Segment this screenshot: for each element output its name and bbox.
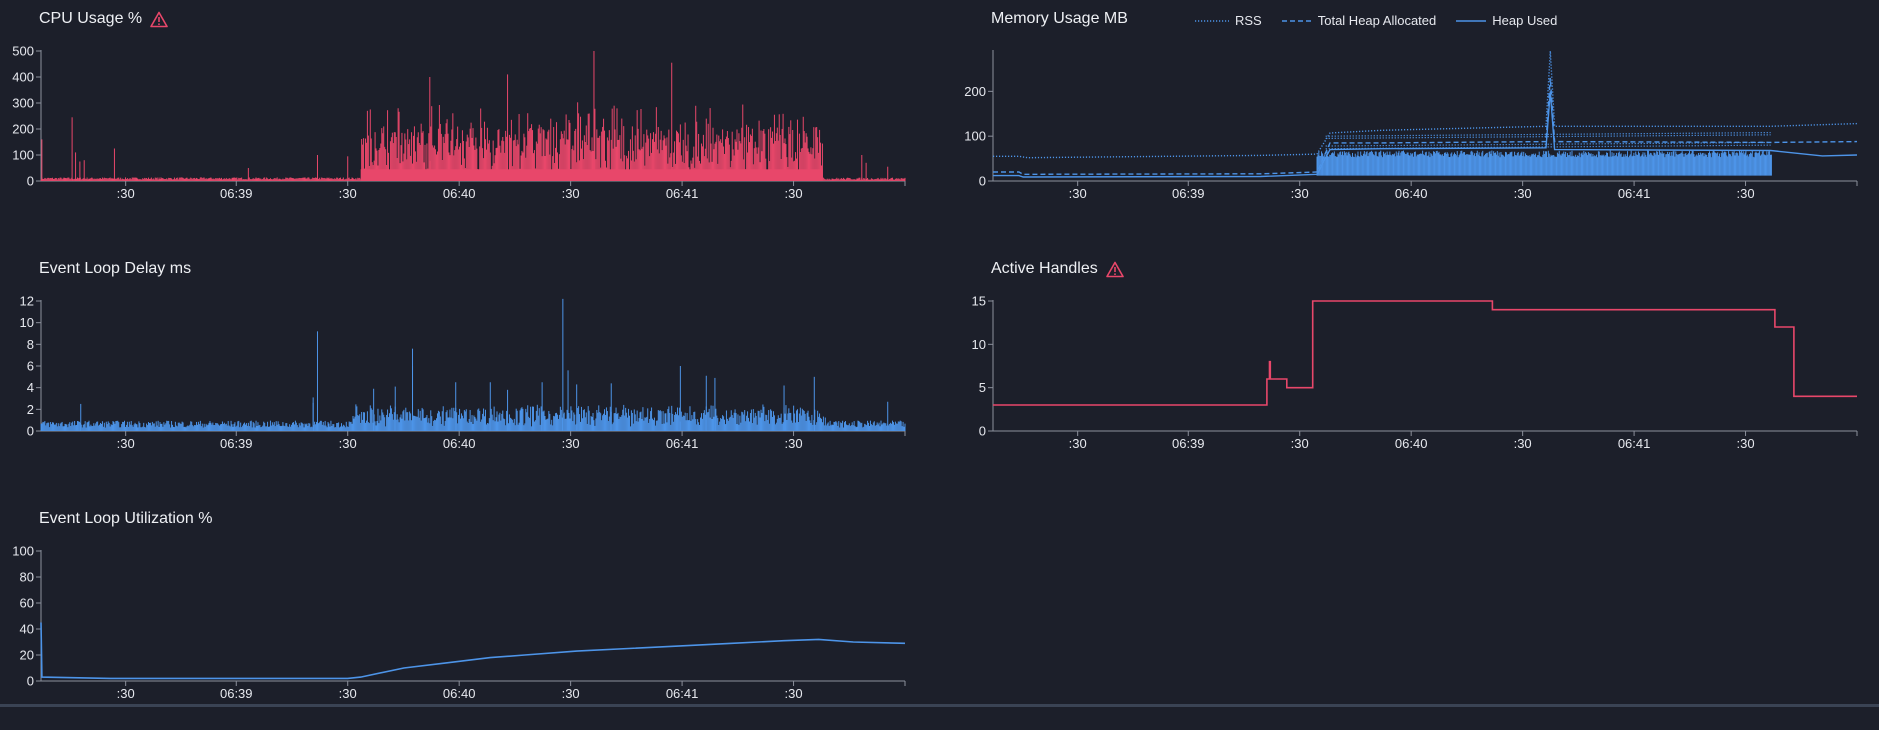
x-tick-label: 06:41 (1618, 186, 1651, 201)
elu-line (41, 623, 905, 679)
legend-heap-used-label: Heap Used (1492, 13, 1557, 28)
cpu-bars (41, 51, 905, 181)
y-tick-label: 12 (20, 294, 34, 309)
x-tick-label: 06:41 (666, 686, 699, 701)
legend-total-heap-label: Total Heap Allocated (1318, 13, 1437, 28)
active-handles-title-text: Active Handles (991, 260, 1098, 278)
y-tick-label: 40 (20, 622, 34, 637)
warning-triangle-icon[interactable] (1106, 261, 1124, 278)
y-tick-label: 60 (20, 596, 34, 611)
x-tick-label: :30 (117, 686, 135, 701)
x-tick-label: :30 (1737, 186, 1755, 201)
y-tick-label: 0 (979, 424, 986, 439)
x-tick-label: :30 (785, 186, 803, 201)
cpu-usage-chart: 0 100 200 300 400 500 :30 06:39 :30 06:40 :30 06:41… (0, 40, 910, 230)
legend-rss-label: RSS (1235, 13, 1262, 28)
y-tick-label: 4 (27, 380, 34, 395)
x-tick-label: :30 (562, 436, 580, 451)
x-tick-label: :30 (1514, 186, 1532, 201)
event-loop-utilization-title: Event Loop Utilization % (39, 510, 212, 528)
y-tick-label: 0 (27, 424, 34, 439)
y-tick-label: 400 (12, 70, 34, 85)
event-loop-delay-title: Event Loop Delay ms (39, 260, 191, 278)
x-tick-label: 06:39 (1172, 436, 1205, 451)
x-tick-label: 06:39 (1172, 186, 1205, 201)
y-tick-label: 0 (27, 674, 34, 689)
y-tick-label: 200 (12, 122, 34, 137)
x-tick-label: :30 (562, 186, 580, 201)
x-tick-label: :30 (1291, 186, 1309, 201)
x-tick-label: 06:41 (666, 436, 699, 451)
warning-triangle-icon[interactable] (150, 11, 168, 28)
x-tick-label: :30 (339, 436, 357, 451)
x-tick-label: 06:41 (1618, 436, 1651, 451)
y-tick-label: 100 (12, 148, 34, 163)
x-tick-label: :30 (785, 686, 803, 701)
y-tick-label: 200 (964, 84, 986, 99)
event-loop-utilization-chart: 0 20 40 60 80 100 :30 06:39 :30 06:40 :30 06:41 :30 (0, 540, 910, 730)
y-tick-label: 5 (979, 380, 986, 395)
y-tick-label: 500 (12, 44, 34, 59)
legend-heap-used[interactable]: Heap Used (1456, 13, 1557, 28)
event-loop-delay-chart: 0 2 4 6 8 10 12 :30 06:39 :30 06:40 :30 06:41 :30 (0, 290, 910, 480)
y-tick-label: 10 (972, 337, 986, 352)
x-tick-label: :30 (562, 686, 580, 701)
x-tick-label: :30 (1737, 436, 1755, 451)
x-tick-label: :30 (1514, 436, 1532, 451)
y-tick-label: 2 (27, 402, 34, 417)
active-handles-title: Active Handles (991, 260, 1124, 278)
memory-usage-panel: Memory Usage MB RSS Total Heap Allocated… (952, 10, 1862, 190)
x-tick-label: 06:40 (443, 186, 476, 201)
x-tick-label: :30 (117, 186, 135, 201)
y-tick-label: 300 (12, 96, 34, 111)
y-tick-label: 6 (27, 359, 34, 374)
x-tick-label: :30 (117, 436, 135, 451)
y-tick-label: 10 (20, 315, 34, 330)
x-tick-label: :30 (1069, 436, 1087, 451)
x-tick-label: :30 (785, 436, 803, 451)
y-tick-label: 15 (972, 294, 986, 309)
eld-bars (41, 299, 905, 431)
cpu-usage-title-text: CPU Usage % (39, 10, 142, 28)
y-tick-label: 0 (27, 174, 34, 189)
y-tick-label: 80 (20, 570, 34, 585)
memory-usage-chart: 0 100 200 :30 06:39 :30 06:40 :30 06:41 :30 (952, 40, 1862, 230)
event-loop-utilization-title-text: Event Loop Utilization % (39, 510, 212, 528)
y-tick-label: 20 (20, 648, 34, 663)
y-tick-label: 0 (979, 174, 986, 189)
heap-fill (1317, 151, 1771, 176)
x-tick-label: 06:40 (1395, 186, 1428, 201)
memory-usage-title-text: Memory Usage MB (991, 10, 1128, 28)
x-tick-label: 06:39 (220, 686, 253, 701)
x-tick-label: :30 (1069, 186, 1087, 201)
cpu-usage-title: CPU Usage % (39, 10, 168, 28)
x-tick-label: :30 (1291, 436, 1309, 451)
active-handles-line (993, 301, 1857, 405)
legend-rss[interactable]: RSS (1195, 13, 1262, 28)
x-tick-label: :30 (339, 686, 357, 701)
y-tick-label: 100 (964, 129, 986, 144)
memory-usage-title: Memory Usage MB (991, 10, 1128, 28)
y-tick-label: 100 (12, 544, 34, 559)
memory-legend: RSS Total Heap Allocated Heap Used (1195, 13, 1557, 28)
cpu-bar-block (361, 169, 823, 181)
active-handles-chart: 0 5 10 15 :30 06:39 :30 06:40 :30 06:41 :30 (952, 290, 1862, 480)
x-tick-label: 06:39 (220, 436, 253, 451)
x-tick-label: :30 (339, 186, 357, 201)
legend-heap-used-swatch (1456, 18, 1486, 24)
legend-total-heap-allocated[interactable]: Total Heap Allocated (1282, 13, 1437, 28)
x-tick-label: 06:41 (666, 186, 699, 201)
x-tick-label: 06:40 (1395, 436, 1428, 451)
legend-total-heap-swatch (1282, 18, 1312, 24)
legend-rss-swatch (1195, 18, 1229, 24)
x-tick-label: 06:40 (443, 436, 476, 451)
x-tick-label: 06:40 (443, 686, 476, 701)
y-tick-label: 8 (27, 337, 34, 352)
x-tick-label: 06:39 (220, 186, 253, 201)
event-loop-delay-title-text: Event Loop Delay ms (39, 260, 191, 278)
